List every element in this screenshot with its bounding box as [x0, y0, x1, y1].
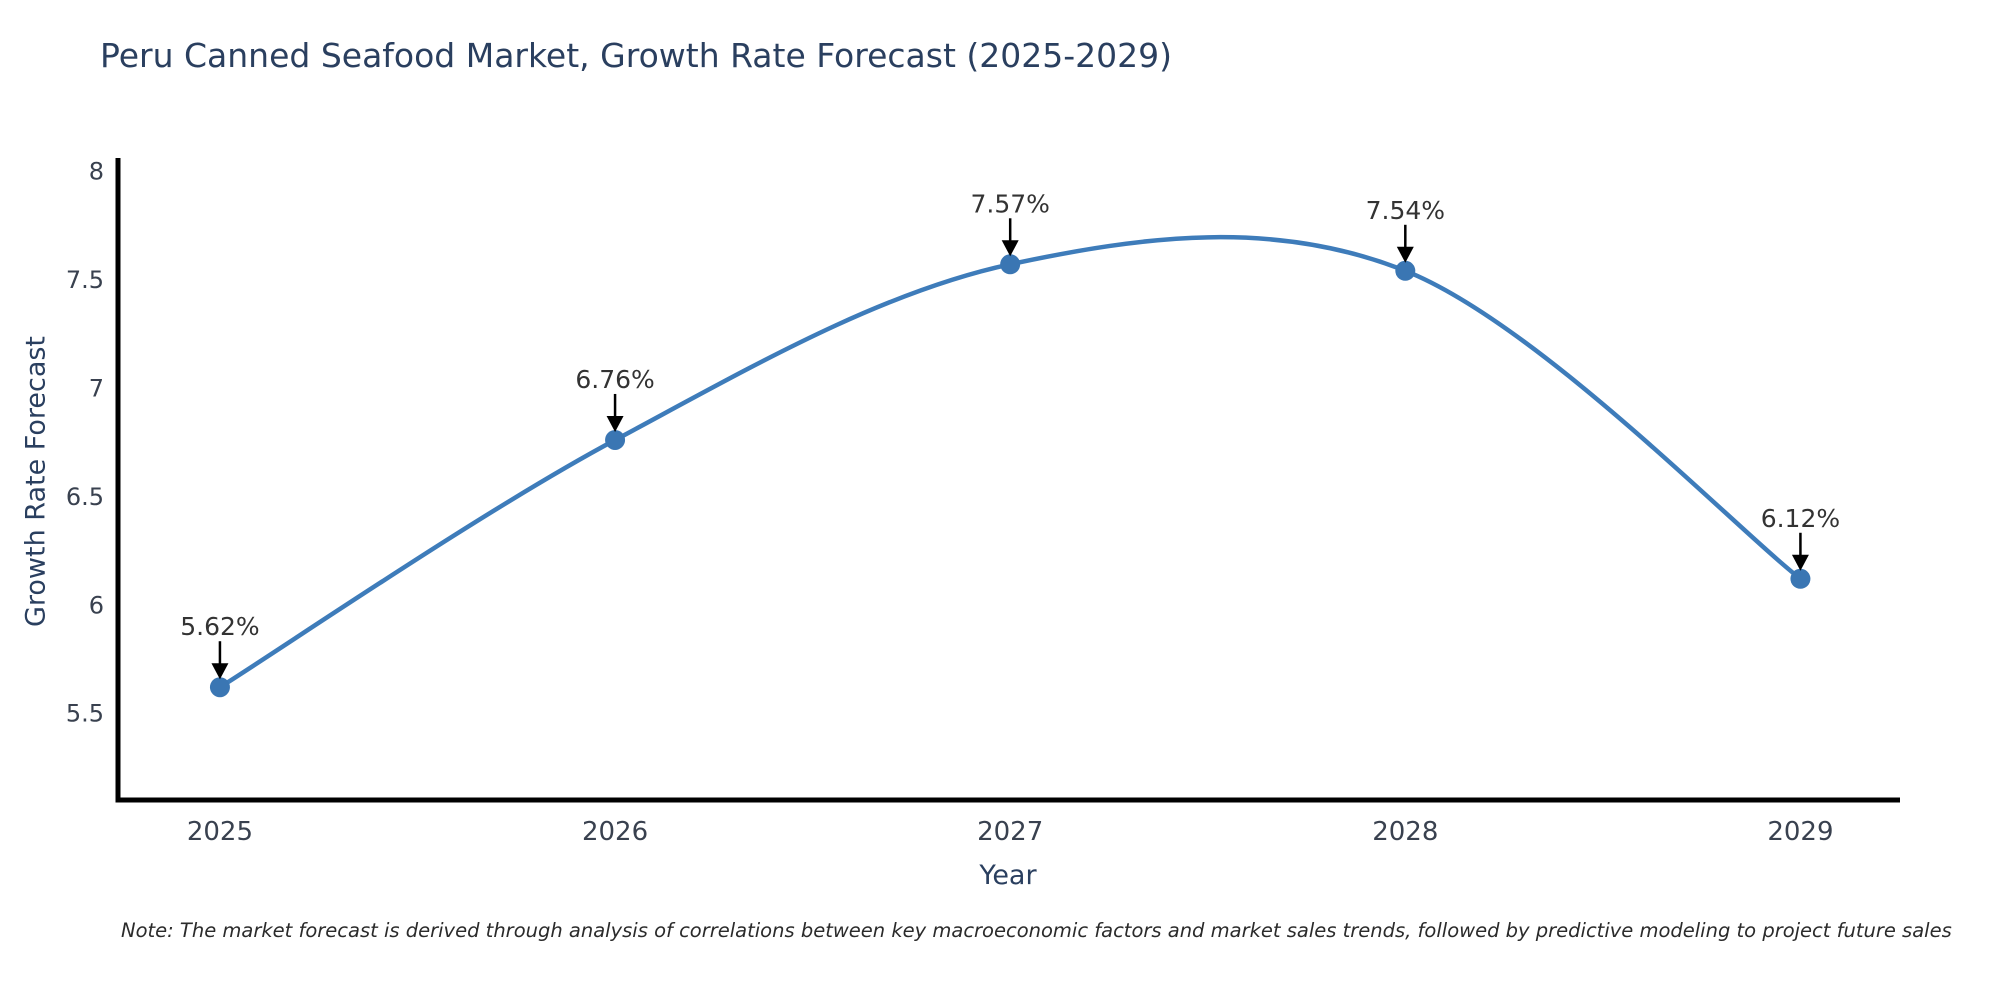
y-tick-label: 7 [89, 374, 104, 402]
footnote: Note: The market forecast is derived thr… [121, 919, 1952, 942]
point-value-label: 6.12% [1761, 504, 1840, 533]
annotation-arrow-head [1001, 240, 1019, 257]
y-tick-label: 6.5 [66, 483, 104, 511]
y-tick-label: 5.5 [66, 700, 104, 728]
y-tick-label: 7.5 [66, 266, 104, 294]
annotation-arrow-head [211, 663, 229, 680]
x-tick-label: 2027 [977, 817, 1043, 847]
point-value-label: 7.57% [970, 189, 1049, 218]
data-point-2025 [209, 677, 230, 698]
point-value-label: 7.54% [1366, 196, 1445, 225]
x-tick-label: 2025 [187, 817, 253, 847]
y-tick-label: 8 [89, 158, 104, 186]
data-point-2028 [1395, 260, 1416, 281]
x-tick-label: 2026 [582, 817, 648, 847]
point-value-label: 5.62% [180, 612, 259, 641]
annotation-arrow-head [606, 415, 624, 432]
x-axis-title: Year [979, 860, 1037, 891]
y-tick-label: 6 [89, 591, 104, 619]
x-tick-label: 2029 [1767, 817, 1833, 847]
annotation-arrow-head [1396, 246, 1414, 263]
chart-title: Peru Canned Seafood Market, Growth Rate … [100, 36, 1173, 75]
data-point-2026 [605, 429, 626, 450]
data-point-2027 [1000, 254, 1021, 275]
annotation-arrow-head [1791, 554, 1809, 571]
point-value-label: 6.76% [575, 365, 654, 394]
x-tick-label: 2028 [1372, 817, 1438, 847]
forecast-line [217, 234, 1803, 690]
data-point-2029 [1790, 568, 1811, 589]
